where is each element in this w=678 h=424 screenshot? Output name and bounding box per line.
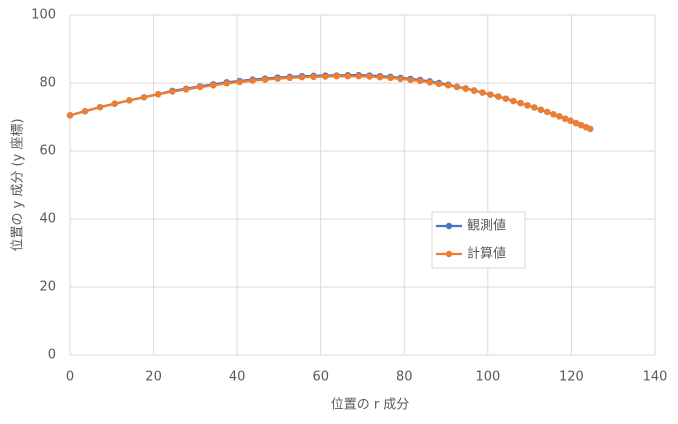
- data-point: [66, 112, 74, 119]
- data-point: [196, 83, 204, 91]
- data-point: [169, 88, 176, 95]
- data-point: [322, 73, 329, 80]
- x-tick-label: 0: [66, 370, 74, 385]
- data-point: [426, 79, 433, 86]
- data-point: [435, 80, 443, 88]
- legend-marker: [445, 222, 453, 230]
- y-axis-title: 位置の y 成分 (y 座標): [11, 118, 26, 251]
- data-point: [502, 95, 510, 102]
- data-point: [479, 89, 486, 96]
- data-point: [453, 83, 461, 91]
- data-point: [397, 75, 404, 83]
- x-axis-title: 位置の r 成分: [331, 398, 410, 413]
- data-point: [531, 104, 538, 111]
- data-point: [524, 102, 531, 109]
- y-tick-label: 40: [39, 212, 56, 227]
- data-point: [462, 85, 469, 92]
- data-point: [274, 75, 281, 82]
- x-tick-label: 120: [559, 370, 584, 385]
- legend-marker: [445, 250, 453, 258]
- data-point: [223, 80, 230, 87]
- data-point: [154, 91, 162, 98]
- y-tick-label: 20: [39, 280, 56, 295]
- data-point: [550, 111, 557, 118]
- data-point: [495, 93, 502, 100]
- x-tick-label: 40: [229, 370, 246, 385]
- data-point: [96, 103, 104, 111]
- data-point: [355, 73, 362, 80]
- data-point: [387, 74, 394, 82]
- data-point: [487, 91, 494, 98]
- data-point: [517, 99, 524, 107]
- data-point: [376, 74, 384, 81]
- data-point: [556, 113, 563, 120]
- legend-box: [431, 211, 526, 269]
- data-point: [81, 108, 89, 115]
- data-point: [407, 76, 414, 84]
- data-point: [249, 77, 256, 84]
- data-point: [111, 100, 118, 107]
- y-tick-label: 100: [31, 8, 56, 23]
- data-point: [587, 125, 594, 133]
- data-point: [344, 73, 352, 80]
- data-point: [537, 106, 545, 114]
- data-point: [444, 82, 452, 89]
- data-point: [470, 87, 478, 95]
- x-tick-label: 80: [396, 370, 413, 385]
- y-tick-label: 80: [39, 76, 56, 91]
- data-point: [567, 117, 574, 124]
- data-point: [416, 77, 424, 85]
- x-tick-label: 20: [145, 370, 162, 385]
- x-tick-label: 60: [312, 370, 329, 385]
- data-point: [572, 119, 580, 127]
- data-point: [298, 74, 306, 81]
- x-tick-label: 100: [475, 370, 500, 385]
- x-tick-label: 140: [643, 370, 668, 385]
- data-point: [236, 78, 243, 86]
- y-tick-label: 60: [39, 144, 56, 159]
- legend-label: 計算値: [467, 246, 506, 262]
- data-point: [182, 86, 190, 93]
- data-point: [286, 74, 293, 82]
- legend-label: 観測値: [467, 218, 506, 234]
- data-point: [261, 76, 269, 83]
- data-point: [366, 73, 373, 80]
- data-point: [543, 108, 551, 116]
- data-point: [310, 73, 317, 81]
- data-point: [561, 115, 569, 122]
- data-point: [510, 97, 517, 105]
- data-point: [210, 82, 217, 89]
- data-point: [140, 94, 148, 101]
- data-point: [577, 121, 585, 129]
- data-point: [333, 73, 340, 80]
- data-point: [126, 97, 133, 104]
- y-tick-label: 0: [48, 348, 56, 363]
